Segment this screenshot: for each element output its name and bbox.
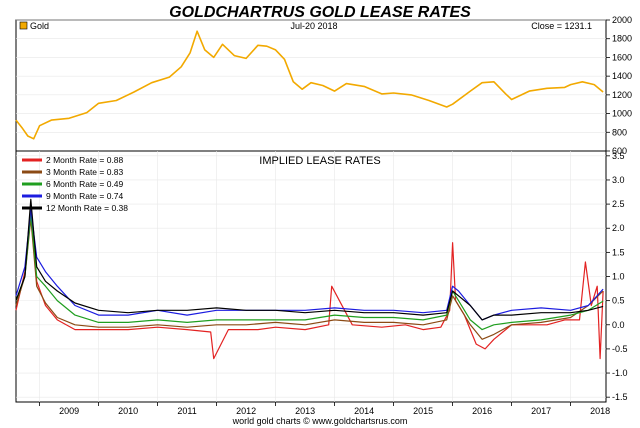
x-tick-label: 2009 <box>59 406 79 416</box>
x-tick-label: 2013 <box>295 406 315 416</box>
lease-y-tick-label: 0.0 <box>612 320 625 330</box>
x-tick-label: 2017 <box>531 406 551 416</box>
lease-y-tick-label: 0.5 <box>612 296 625 306</box>
x-axis: 2009 2010 2011 2012 2013 2014 2015 2016 2017 2018 <box>39 151 610 416</box>
gold-y-axis: 600 800 1000 1200 1400 1600 1800 2000 <box>16 15 632 156</box>
gold-panel-frame <box>15 19 607 152</box>
lease-y-tick-label: 3.5 <box>612 151 625 161</box>
lease-panel: -1.5 -1.0 -0.5 0.0 0.5 1.0 1.5 2.0 2.5 3.0 3.5 200… <box>15 150 628 416</box>
gold-y-tick-label: 1000 <box>612 109 632 119</box>
x-tick-label: 2016 <box>472 406 492 416</box>
lease-y-axis: -1.5 -1.0 -0.5 0.0 0.5 1.0 1.5 2.0 2.5 3.0 3.5 <box>16 151 628 402</box>
gold-y-tick-label: 1400 <box>612 71 632 81</box>
x-tick-label: 2018 <box>590 406 610 416</box>
lease-series-line-3 <box>15 208 604 321</box>
gold-y-tick-label: 800 <box>612 127 627 137</box>
legend-label: 12 Month Rate = 0.38 <box>46 203 128 213</box>
gold-y-tick-label: 1600 <box>612 52 632 62</box>
lease-y-tick-label: -1.0 <box>612 368 628 378</box>
legend-label: 6 Month Rate = 0.49 <box>46 179 124 189</box>
lease-y-tick-label: 2.5 <box>612 199 625 209</box>
legend-label: 9 Month Rate = 0.74 <box>46 191 124 201</box>
lease-y-tick-label: 2.0 <box>612 223 625 233</box>
gold-legend-label: Gold <box>30 21 49 31</box>
x-tick-label: 2011 <box>177 406 196 416</box>
gold-y-tick-label: 2000 <box>612 15 632 25</box>
lease-y-tick-label: -0.5 <box>612 344 628 354</box>
gold-panel: 600 800 1000 1200 1400 1600 1800 2000 Gold Jul-… <box>15 15 632 156</box>
lease-legend: 2 Month Rate = 0.88 3 Month Rate = 0.83 6 … <box>22 155 128 213</box>
gold-series-group <box>15 30 604 140</box>
lease-y-tick-label: 1.5 <box>612 247 625 257</box>
lease-y-tick-label: -1.5 <box>612 392 628 402</box>
x-tick-label: 2012 <box>236 406 256 416</box>
legend-label: 3 Month Rate = 0.83 <box>46 167 124 177</box>
lease-series-line-4 <box>15 198 604 321</box>
x-tick-label: 2014 <box>354 406 374 416</box>
date-label: Jul-20 2018 <box>290 21 337 31</box>
gold-y-tick-label: 1800 <box>612 34 632 44</box>
lease-series-line-1 <box>15 218 604 340</box>
lease-series-line-2 <box>15 213 604 331</box>
legend-label: 2 Month Rate = 0.88 <box>46 155 124 165</box>
gold-legend-swatch <box>19 21 28 30</box>
lease-panel-title: IMPLIED LEASE RATES <box>259 155 380 167</box>
chart-title: GOLDCHARTRUS GOLD LEASE RATES <box>169 4 471 21</box>
gold-price-line <box>15 30 604 140</box>
lease-y-tick-label: 1.0 <box>612 272 625 282</box>
gold-y-tick-label: 600 <box>612 146 627 156</box>
x-tick-label: 2010 <box>118 406 138 416</box>
footer-credit: world gold charts © www.goldchartsrus.co… <box>232 416 408 426</box>
lease-series-group <box>15 198 604 360</box>
gold-y-tick-label: 1200 <box>612 90 632 100</box>
lease-series-line-0 <box>15 208 604 360</box>
lease-y-tick-label: 3.0 <box>612 175 625 185</box>
x-tick-label: 2015 <box>413 406 433 416</box>
close-label: Close = 1231.1 <box>531 21 592 31</box>
